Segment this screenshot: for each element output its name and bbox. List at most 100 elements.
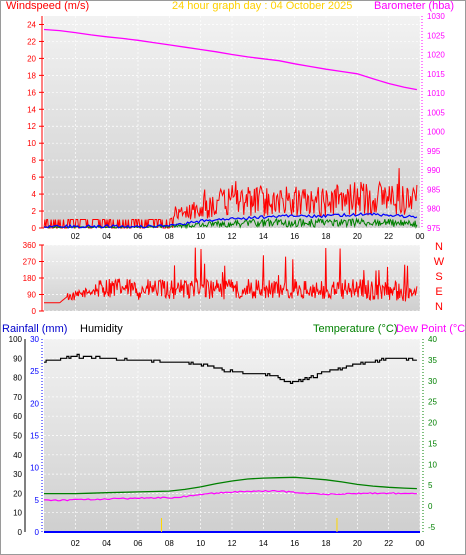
wind-tick-label: 22 (27, 37, 36, 46)
temperature-x-tick-label: 20 (353, 539, 362, 548)
dewpoint-axis-label: Dew Point (°C) (396, 323, 466, 335)
humidity-tick-label: 30 (13, 470, 22, 479)
wind-x-tick-label: 10 (196, 232, 205, 241)
gust-line (43, 168, 418, 229)
rainfall-tick-label: 25 (30, 367, 39, 376)
temperature-x-tick-label: 12 (228, 539, 237, 548)
temperature-x-tick-label: 18 (322, 539, 331, 548)
wind-x-tick-label: 06 (134, 232, 143, 241)
temperature-tick-label: 15 (428, 439, 437, 448)
compass-label: S (435, 271, 442, 283)
humidity-tick-label: 40 (13, 451, 22, 460)
barometer-tick-label: 975 (427, 224, 441, 233)
temperature-tick-label: 0 (428, 502, 433, 511)
wind-tick-label: 24 (27, 20, 36, 29)
rainfall-tick-label: 15 (30, 432, 39, 441)
humidity-tick-label: 0 (18, 528, 23, 537)
rainfall-tick-label: 30 (30, 335, 39, 344)
wind-x-tick-label: 22 (384, 232, 393, 241)
barometer-tick-label: 980 (427, 205, 441, 214)
compass-label: W (434, 256, 445, 268)
barometer-axis-label: Barometer (hba) (374, 0, 454, 12)
temperature-line (44, 476, 417, 495)
barometer-line (43, 28, 418, 91)
humidity-tick-label: 100 (9, 335, 23, 344)
direction-tick-label: 180 (23, 274, 37, 283)
temperature-tick-label: 10 (428, 460, 437, 469)
rainfall-tick-label: 20 (30, 399, 39, 408)
rainfall-tick-label: 10 (30, 464, 39, 473)
humidity-tick-label: 80 (13, 374, 22, 383)
humidity-tick-label: 20 (13, 489, 22, 498)
wind-x-tick-label: 12 (228, 232, 237, 241)
wind-barometer-panel: 0246810121416182022249759809859909951000… (27, 12, 445, 241)
compass-label: N (435, 241, 443, 253)
rainfall-axis-label: Rainfall (mm) (2, 323, 67, 335)
wind-x-tick-label: 02 (71, 232, 80, 241)
humidity-tick-label: 90 (13, 354, 22, 363)
barometer-tick-label: 985 (427, 185, 441, 194)
temperature-tick-label: 40 (428, 335, 437, 344)
humidity-tick-label: 60 (13, 412, 22, 421)
wind-tick-label: 16 (27, 88, 36, 97)
temperature-x-tick-label: 08 (165, 539, 174, 548)
temperature-tick-label: 25 (428, 398, 437, 407)
temperature-x-tick-label: 02 (71, 539, 80, 548)
humidity-line (44, 353, 417, 384)
temperature-tick-label: 5 (428, 481, 433, 490)
barometer-tick-label: 1005 (427, 108, 445, 117)
barometer-tick-label: 1010 (427, 89, 445, 98)
temperature-tick-label: -5 (428, 523, 436, 532)
wind-tick-label: 18 (27, 71, 36, 80)
wind-x-tick-label: 20 (353, 232, 362, 241)
wind-tick-label: 4 (32, 190, 37, 199)
dewpoint-line (44, 489, 417, 502)
direction-tick-label: 360 (23, 241, 37, 250)
humidity-tick-label: 10 (13, 509, 22, 518)
humidity-tick-label: 70 (13, 393, 22, 402)
windspeed-green-line (43, 217, 418, 230)
windspeed-axis-label: Windspeed (m/s) (6, 0, 89, 12)
temperature-x-tick-label: 04 (102, 539, 111, 548)
wind-tick-label: 8 (32, 156, 37, 165)
rain-humidity-temperature-panel: 0 10 20 30 40 50 60 70 80 90 100 0 5 10 15 20 25 30 -5 0 5 10… (9, 335, 438, 548)
rainfall-tick-label: 5 (35, 496, 40, 505)
barometer-tick-label: 990 (427, 166, 441, 175)
temperature-tick-label: 35 (428, 356, 437, 365)
temperature-tick-label: 30 (428, 377, 437, 386)
barometer-tick-label: 1025 (427, 31, 445, 40)
compass-label: N (435, 301, 443, 313)
wind-tick-label: 20 (27, 54, 36, 63)
temperature-x-tick-label: 22 (384, 539, 393, 548)
wind-x-tick-label: 00 (416, 232, 425, 241)
barometer-tick-label: 1030 (427, 12, 445, 21)
wind-x-tick-label: 04 (102, 232, 111, 241)
barometer-tick-label: 995 (427, 147, 441, 156)
humidity-tick-label: 50 (13, 432, 22, 441)
wind-direction-line (44, 247, 418, 304)
graph-title: 24 hour graph day : 04 October 2025 (172, 0, 352, 12)
temperature-tick-label: 20 (428, 419, 437, 428)
wind-x-tick-label: 08 (165, 232, 174, 241)
barometer-tick-label: 1020 (427, 51, 445, 60)
wind-x-tick-label: 18 (322, 232, 331, 241)
wind-tick-label: 14 (27, 105, 36, 114)
temperature-axis-label: Temperature (°C) (313, 323, 397, 335)
humidity-axis-label: Humidity (80, 323, 123, 335)
wind-tick-label: 12 (27, 122, 36, 131)
compass-label: E (435, 286, 442, 298)
direction-tick-label: 270 (23, 258, 37, 267)
wind-x-tick-label: 14 (259, 232, 268, 241)
temperature-x-tick-label: 10 (196, 539, 205, 548)
wind-tick-label: 2 (32, 207, 37, 216)
barometer-tick-label: 1015 (427, 70, 445, 79)
wind-tick-label: 0 (32, 224, 37, 233)
temperature-x-tick-label: 16 (290, 539, 299, 548)
rainfall-tick-label: 0 (35, 528, 40, 537)
temperature-x-tick-label: 06 (134, 539, 143, 548)
temperature-x-tick-label: 14 (259, 539, 268, 548)
direction-tick-label: 90 (27, 291, 36, 300)
